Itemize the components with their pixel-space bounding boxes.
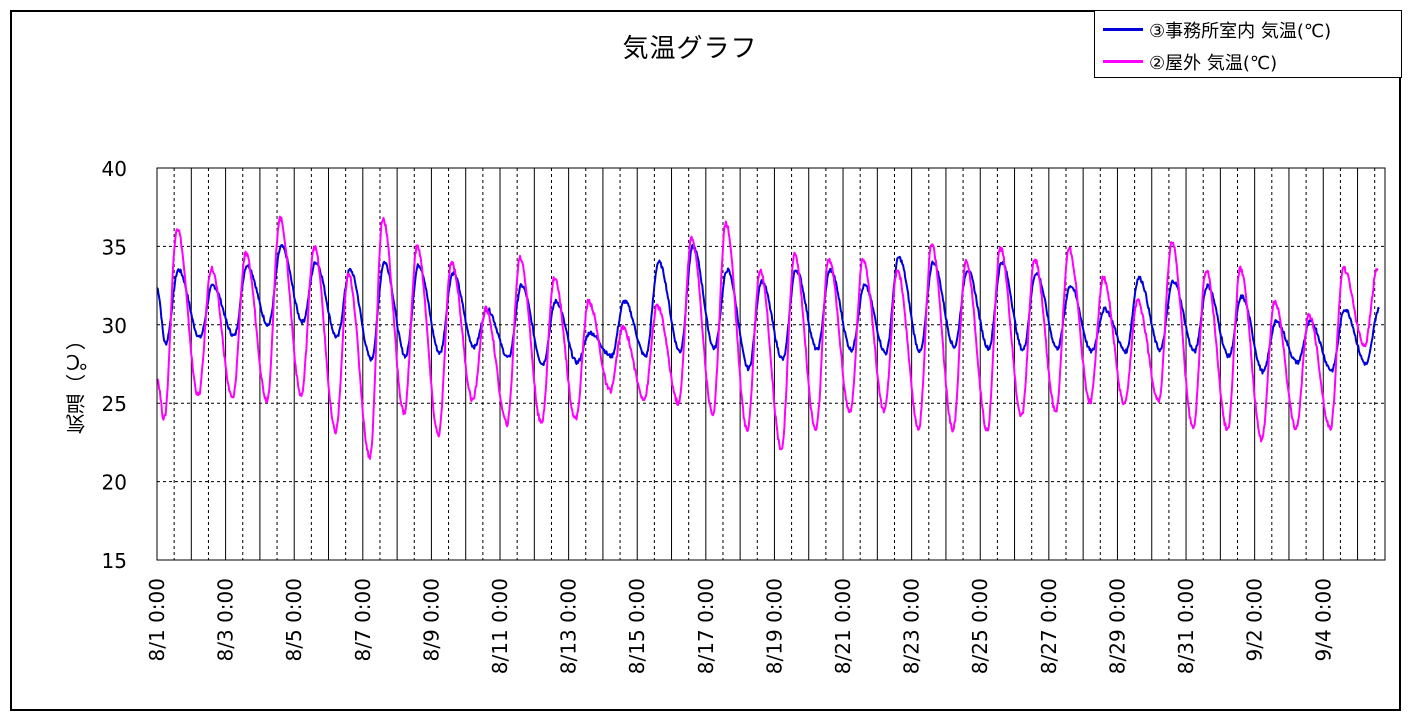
x-tick-label: 8/13 0:00 [557, 578, 581, 674]
x-tick-label: 8/17 0:00 [694, 578, 718, 674]
x-tick-label: 8/9 0:00 [419, 578, 443, 661]
legend: ③事務所室内 気温(℃) ②屋外 気温(℃) [1094, 10, 1402, 78]
x-tick-label: 8/19 0:00 [762, 578, 786, 674]
y-tick-label: 15 [102, 549, 127, 573]
x-tick-label: 8/1 0:00 [145, 578, 169, 661]
legend-swatch-outdoor [1103, 60, 1143, 63]
series-line-1 [156, 215, 1379, 460]
y-tick-label: 35 [102, 235, 127, 259]
y-tick-label: 30 [102, 314, 127, 338]
x-tick-label: 8/11 0:00 [488, 578, 512, 674]
x-tick-label: 8/7 0:00 [351, 578, 375, 661]
x-tick-label: 9/2 0:00 [1243, 578, 1267, 661]
y-axis-title: 気温（℃） [65, 330, 89, 434]
series-layer [156, 215, 1380, 460]
legend-label-office: ③事務所室内 気温(℃) [1149, 21, 1332, 42]
chart-title: 気温グラフ [622, 34, 758, 64]
y-tick-label: 40 [102, 157, 127, 181]
y-tick-label: 25 [102, 392, 127, 416]
x-tick-label: 8/3 0:00 [214, 578, 238, 661]
legend-swatch-office [1103, 28, 1143, 31]
axis-layer: 15 20 25 30 35 40 8/1 0:00 8/3 0:00 8/5 0:00 8/7 … [102, 157, 1386, 674]
legend-item-office: ③事務所室内 気温(℃) [1103, 14, 1399, 44]
x-tick-label: 8/29 0:00 [1105, 578, 1129, 674]
x-tick-label: 8/31 0:00 [1174, 578, 1198, 674]
legend-item-outdoor: ②屋外 気温(℃) [1103, 46, 1399, 76]
x-tick-label: 8/15 0:00 [625, 578, 649, 674]
plot-border [156, 167, 1386, 561]
series-line-0 [156, 243, 1380, 375]
legend-label-outdoor: ②屋外 気温(℃) [1149, 53, 1278, 74]
x-tick-label: 9/4 0:00 [1311, 578, 1335, 661]
y-tick-label: 20 [102, 471, 127, 495]
x-tick-label: 8/21 0:00 [831, 578, 855, 674]
x-tick-label: 8/25 0:00 [968, 578, 992, 674]
x-tick-label: 8/23 0:00 [900, 578, 924, 674]
x-tick-label: 8/5 0:00 [282, 578, 306, 661]
x-tick-label: 8/27 0:00 [1037, 578, 1061, 674]
